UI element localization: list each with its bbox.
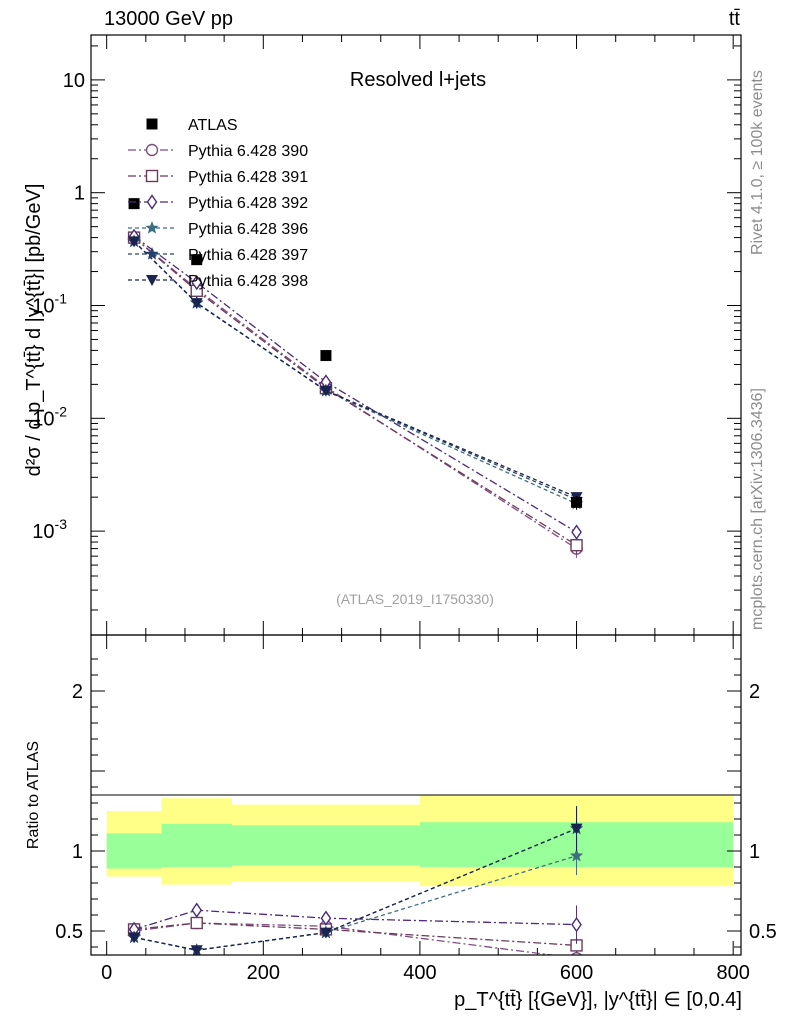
main-title: Resolved l+jets bbox=[350, 69, 486, 91]
legend-label: Pythia 6.428 390 bbox=[188, 143, 308, 160]
header-right: tt̄ bbox=[729, 8, 741, 30]
series-line bbox=[133, 235, 577, 533]
x-tick-label: 600 bbox=[560, 962, 593, 984]
ratio-point bbox=[571, 916, 582, 933]
analysis-label: (ATLAS_2019_I1750330) bbox=[336, 591, 494, 607]
ratio-series-pythia-6-428-398 bbox=[128, 806, 583, 955]
legend-label: Pythia 6.428 396 bbox=[188, 221, 308, 238]
mcplots-label: mcplots.cern.ch [arXiv:1306.3436] bbox=[749, 388, 766, 630]
series-atlas bbox=[128, 198, 583, 510]
legend-marker bbox=[146, 275, 158, 286]
ratio-point bbox=[128, 932, 141, 944]
y-tick-label: 1 bbox=[74, 183, 85, 205]
ratio-series bbox=[127, 806, 584, 955]
x-axis-label: p_T^{tt̄} [{GeV}], |y^{tt̄}| ∈ [0,0.4] bbox=[454, 989, 742, 1011]
ratio-y-tick-label-right: 2 bbox=[749, 681, 760, 703]
ratio-y-tick-label: 1 bbox=[72, 841, 83, 863]
uncertainty-band-inner bbox=[231, 825, 420, 866]
data-point bbox=[128, 236, 141, 248]
legend-item: ATLAS bbox=[146, 117, 238, 134]
data-point bbox=[190, 298, 203, 310]
ratio-frame bbox=[90, 634, 742, 956]
legend-marker bbox=[145, 221, 159, 234]
ratio-ticks: 0.5 0.5 1 1 2 2 0 200 400 600 800 bbox=[55, 635, 777, 984]
rivet-label: Rivet 4.1.0, ≥ 100k events bbox=[749, 70, 766, 255]
ratio-point bbox=[191, 902, 203, 918]
legend-marker bbox=[145, 143, 159, 157]
legend: ATLAS Pythia 6.428 390 Pythia 6.428 391 Pyt… bbox=[128, 117, 308, 290]
ratio-point bbox=[569, 848, 584, 862]
main-series bbox=[127, 198, 584, 558]
legend-marker bbox=[146, 118, 158, 130]
ratio-point bbox=[319, 927, 332, 939]
y-tick-label: 10-1 bbox=[32, 291, 67, 318]
legend-item: Pythia 6.428 396 bbox=[128, 221, 308, 238]
legend-label: Pythia 6.428 392 bbox=[188, 195, 308, 212]
data-point bbox=[571, 524, 582, 540]
x-tick-label: 0 bbox=[101, 962, 112, 984]
x-tick-label: 800 bbox=[716, 962, 749, 984]
x-tick-label: 400 bbox=[403, 962, 436, 984]
ratio-y-tick-label: 0.5 bbox=[55, 921, 83, 943]
legend-marker bbox=[146, 194, 158, 210]
main-ylabel: d²σ / d p_T^{tt̄} d |y^{tt̄}| [pb/GeV] bbox=[23, 184, 45, 477]
ratio-bands bbox=[106, 795, 734, 887]
data-point bbox=[128, 198, 140, 210]
ratio-y-tick-label: 2 bbox=[72, 681, 83, 703]
legend-marker bbox=[145, 169, 159, 183]
ratio-ylabel: Ratio to ATLAS bbox=[25, 741, 42, 849]
ratio-line bbox=[133, 909, 577, 931]
uncertainty-band-inner bbox=[106, 833, 162, 869]
legend-item: Pythia 6.428 390 bbox=[128, 143, 308, 160]
legend-marker bbox=[145, 247, 159, 260]
ratio-point bbox=[570, 823, 583, 835]
legend-label: Pythia 6.428 397 bbox=[188, 247, 308, 264]
legend-label: Pythia 6.428 391 bbox=[188, 169, 308, 186]
series-line bbox=[133, 237, 577, 546]
series-line bbox=[133, 240, 577, 498]
data-point bbox=[570, 539, 583, 552]
data-point bbox=[191, 254, 203, 266]
header-left: 13000 GeV pp bbox=[104, 8, 233, 30]
series-pythia-6-428-392 bbox=[128, 228, 582, 541]
legend-label: Pythia 6.428 398 bbox=[188, 273, 308, 290]
ratio-point bbox=[190, 916, 203, 930]
ratio-line bbox=[133, 827, 577, 951]
legend-label: ATLAS bbox=[188, 117, 238, 134]
ratio-panel: 0.5 0.5 1 1 2 2 0 200 400 600 800 Ratio to ATLAS p… bbox=[25, 634, 777, 1011]
ratio-y-tick-label-right: 0.5 bbox=[749, 921, 777, 943]
ratio-series-clipped bbox=[127, 806, 584, 955]
y-tick-label: 10-3 bbox=[32, 516, 67, 543]
legend-item: Pythia 6.428 391 bbox=[128, 169, 308, 186]
ratio-y-tick-label-right: 1 bbox=[749, 841, 760, 863]
ratio-point bbox=[320, 910, 332, 926]
y-tick-label: 10 bbox=[63, 70, 85, 92]
series-line bbox=[133, 237, 577, 550]
legend-item: Pythia 6.428 397 bbox=[128, 247, 308, 264]
data-point bbox=[571, 496, 583, 508]
data-point bbox=[319, 385, 332, 397]
data-point bbox=[320, 350, 332, 362]
data-point bbox=[191, 274, 203, 291]
x-tick-label: 200 bbox=[247, 962, 280, 984]
legend-item: Pythia 6.428 392 bbox=[128, 194, 308, 212]
legend-item: Pythia 6.428 398 bbox=[128, 273, 308, 290]
uncertainty-band-inner bbox=[161, 823, 232, 867]
ratio-point bbox=[190, 945, 203, 955]
